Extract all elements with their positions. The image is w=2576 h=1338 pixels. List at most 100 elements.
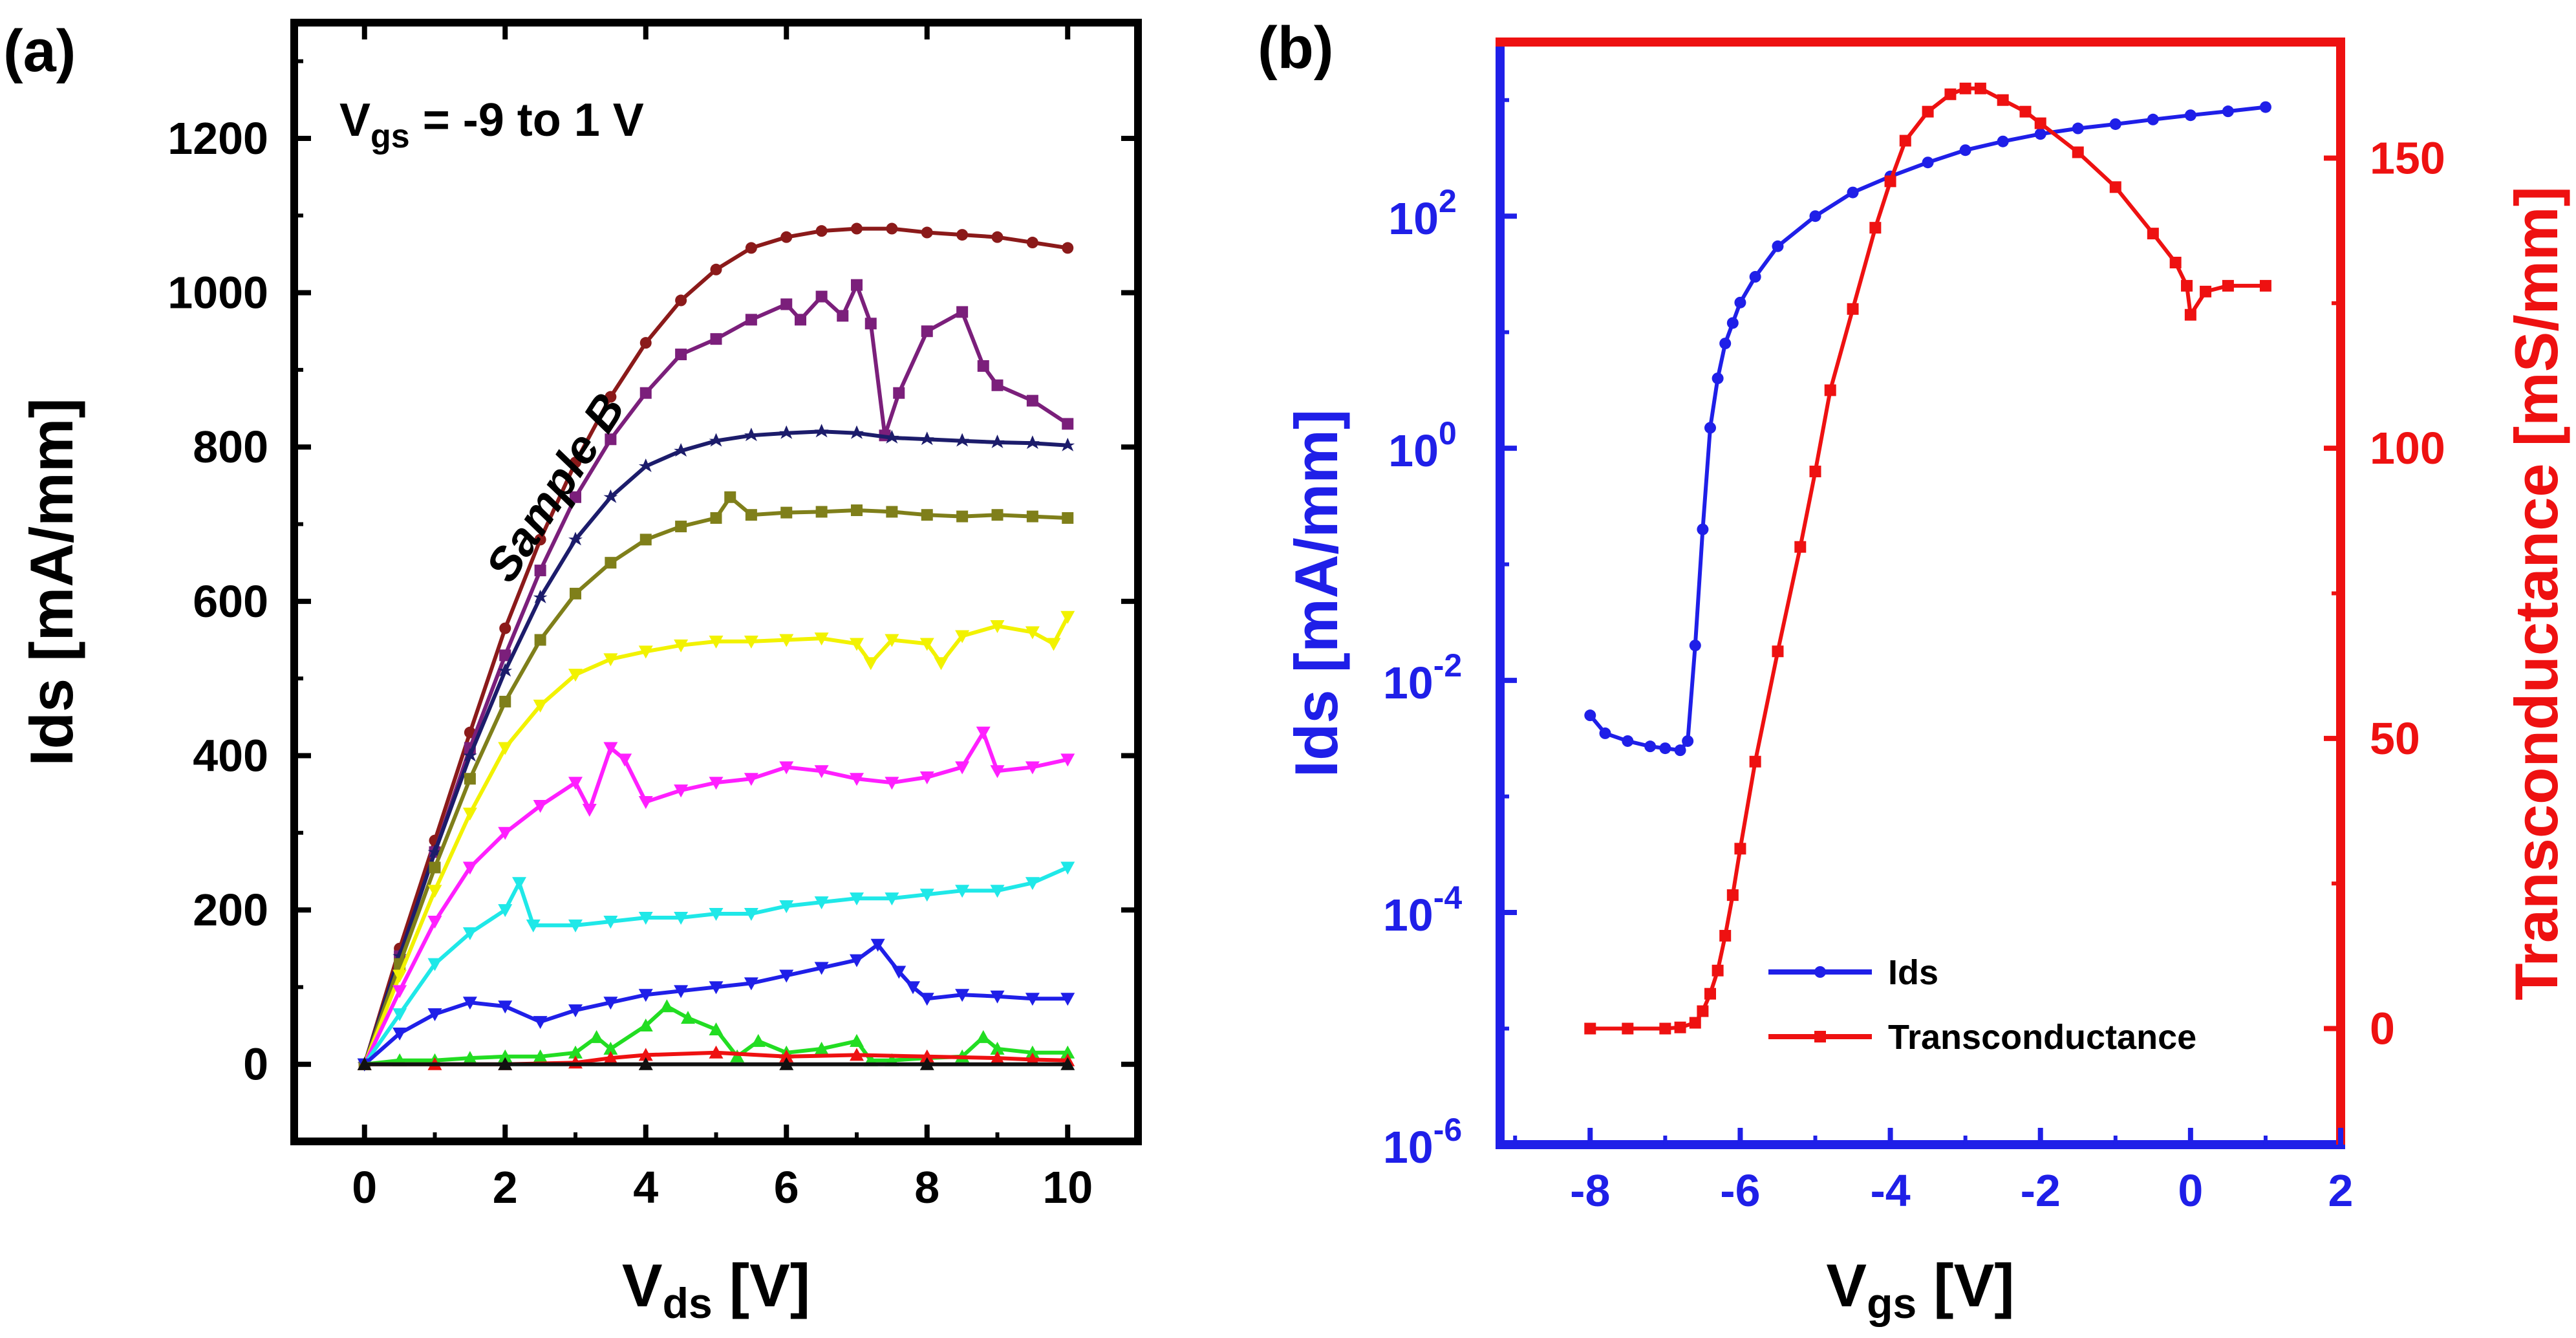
data-point xyxy=(2222,105,2234,118)
data-point xyxy=(850,425,864,439)
data-point xyxy=(990,620,1005,634)
data-point xyxy=(2222,279,2234,292)
data-point xyxy=(815,290,828,303)
y-left-axis-title: Ids [mA/mm] xyxy=(1282,409,1350,777)
data-point xyxy=(1899,135,1911,147)
data-point xyxy=(2072,122,2084,135)
data-point xyxy=(638,989,653,1002)
data-point xyxy=(906,981,920,995)
y-tick-label: 800 xyxy=(193,422,268,472)
data-point xyxy=(1809,210,1821,222)
data-point xyxy=(2259,101,2271,113)
data-point xyxy=(1884,175,1896,188)
data-point xyxy=(814,632,829,646)
data-point xyxy=(1060,1045,1075,1059)
data-point xyxy=(837,310,849,322)
data-point xyxy=(582,803,597,817)
data-point xyxy=(1719,338,1732,350)
data-point xyxy=(674,912,689,925)
data-point xyxy=(1726,889,1739,901)
data-point xyxy=(499,695,511,707)
data-point xyxy=(780,231,793,243)
data-point xyxy=(1997,94,2009,106)
y-right-tick-label: 150 xyxy=(2370,133,2445,183)
data-point xyxy=(815,225,828,237)
data-point xyxy=(744,635,758,649)
data-point xyxy=(919,771,934,784)
data-point xyxy=(745,509,757,521)
x-tick-label: 8 xyxy=(914,1162,939,1213)
data-point xyxy=(990,1051,1005,1064)
data-point xyxy=(814,765,829,779)
data-point xyxy=(779,1049,794,1063)
data-point xyxy=(1847,303,1859,315)
data-point xyxy=(429,861,441,874)
panel-b-label: (b) xyxy=(1258,15,1333,81)
data-point xyxy=(779,900,794,914)
data-point xyxy=(533,699,548,713)
data-point xyxy=(814,1041,829,1055)
data-point xyxy=(498,742,513,755)
legend: Ids Transconductance xyxy=(1768,953,2196,1057)
data-point xyxy=(570,457,581,469)
y-right-tick-label: 100 xyxy=(2370,423,2445,473)
series-line xyxy=(362,494,1068,1065)
data-point xyxy=(1809,466,1821,478)
data-point xyxy=(709,433,724,447)
data-point xyxy=(850,1048,864,1061)
data-point xyxy=(568,919,583,933)
data-point xyxy=(850,773,864,786)
y-right-tick-label: 0 xyxy=(2370,1004,2395,1054)
data-point xyxy=(1682,735,1694,747)
data-point xyxy=(1644,740,1657,753)
data-point xyxy=(870,938,885,952)
data-point xyxy=(814,896,829,910)
y-axis-title: Ids [mA/mm] xyxy=(17,398,85,766)
x-tick-label: 0 xyxy=(2178,1165,2203,1216)
data-point xyxy=(795,314,806,326)
data-point xyxy=(2147,113,2159,125)
data-point xyxy=(2034,128,2046,140)
x-tick-label: 6 xyxy=(774,1162,799,1213)
data-point xyxy=(2184,109,2196,122)
data-point xyxy=(357,1057,372,1070)
x-tick-label: -8 xyxy=(1570,1165,1610,1216)
data-point xyxy=(512,877,526,890)
data-point xyxy=(851,222,863,235)
data-point xyxy=(1697,523,1709,535)
data-point xyxy=(498,1057,513,1070)
data-point xyxy=(638,1019,653,1032)
data-point xyxy=(499,622,511,634)
data-point xyxy=(603,1041,618,1055)
series-Vgs=-5V xyxy=(357,861,1075,1072)
y-left-tick-label: 10-4 xyxy=(1383,879,1463,940)
data-point xyxy=(617,753,632,767)
y-left-tick-label: 102 xyxy=(1388,183,1457,244)
data-point xyxy=(498,904,513,918)
data-point xyxy=(851,504,863,517)
data-point xyxy=(779,761,794,775)
data-point xyxy=(603,915,618,929)
data-point xyxy=(709,981,724,995)
data-point xyxy=(850,1033,864,1047)
y-tick-label: 0 xyxy=(243,1039,268,1090)
data-point xyxy=(1025,626,1040,640)
data-point xyxy=(674,443,689,457)
data-point xyxy=(955,630,970,643)
data-point xyxy=(751,1033,766,1047)
data-point xyxy=(1689,1017,1701,1029)
data-point xyxy=(464,773,476,785)
data-point xyxy=(638,1057,653,1070)
data-point xyxy=(744,773,758,786)
data-point xyxy=(675,521,687,533)
data-point xyxy=(2072,146,2084,158)
data-point xyxy=(886,222,898,235)
data-point xyxy=(603,653,618,667)
data-point xyxy=(533,1049,548,1063)
data-point xyxy=(1704,987,1716,1000)
data-point xyxy=(814,424,829,438)
data-point xyxy=(639,387,652,399)
data-point xyxy=(1959,82,1971,94)
series-line xyxy=(1590,86,2266,1031)
y-left-tick-label: 100 xyxy=(1388,415,1457,476)
